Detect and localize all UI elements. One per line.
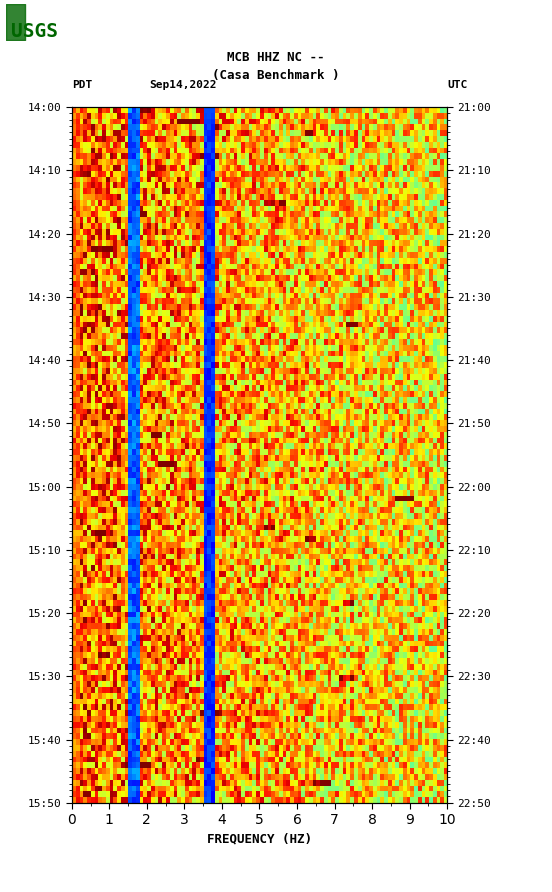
Text: UTC: UTC xyxy=(447,79,468,90)
Text: USGS: USGS xyxy=(11,21,58,41)
Text: MCB HHZ NC --: MCB HHZ NC -- xyxy=(227,52,325,64)
X-axis label: FREQUENCY (HZ): FREQUENCY (HZ) xyxy=(207,833,312,846)
Text: Sep14,2022: Sep14,2022 xyxy=(149,79,216,90)
Text: PDT: PDT xyxy=(72,79,92,90)
Text: (Casa Benchmark ): (Casa Benchmark ) xyxy=(213,70,339,82)
